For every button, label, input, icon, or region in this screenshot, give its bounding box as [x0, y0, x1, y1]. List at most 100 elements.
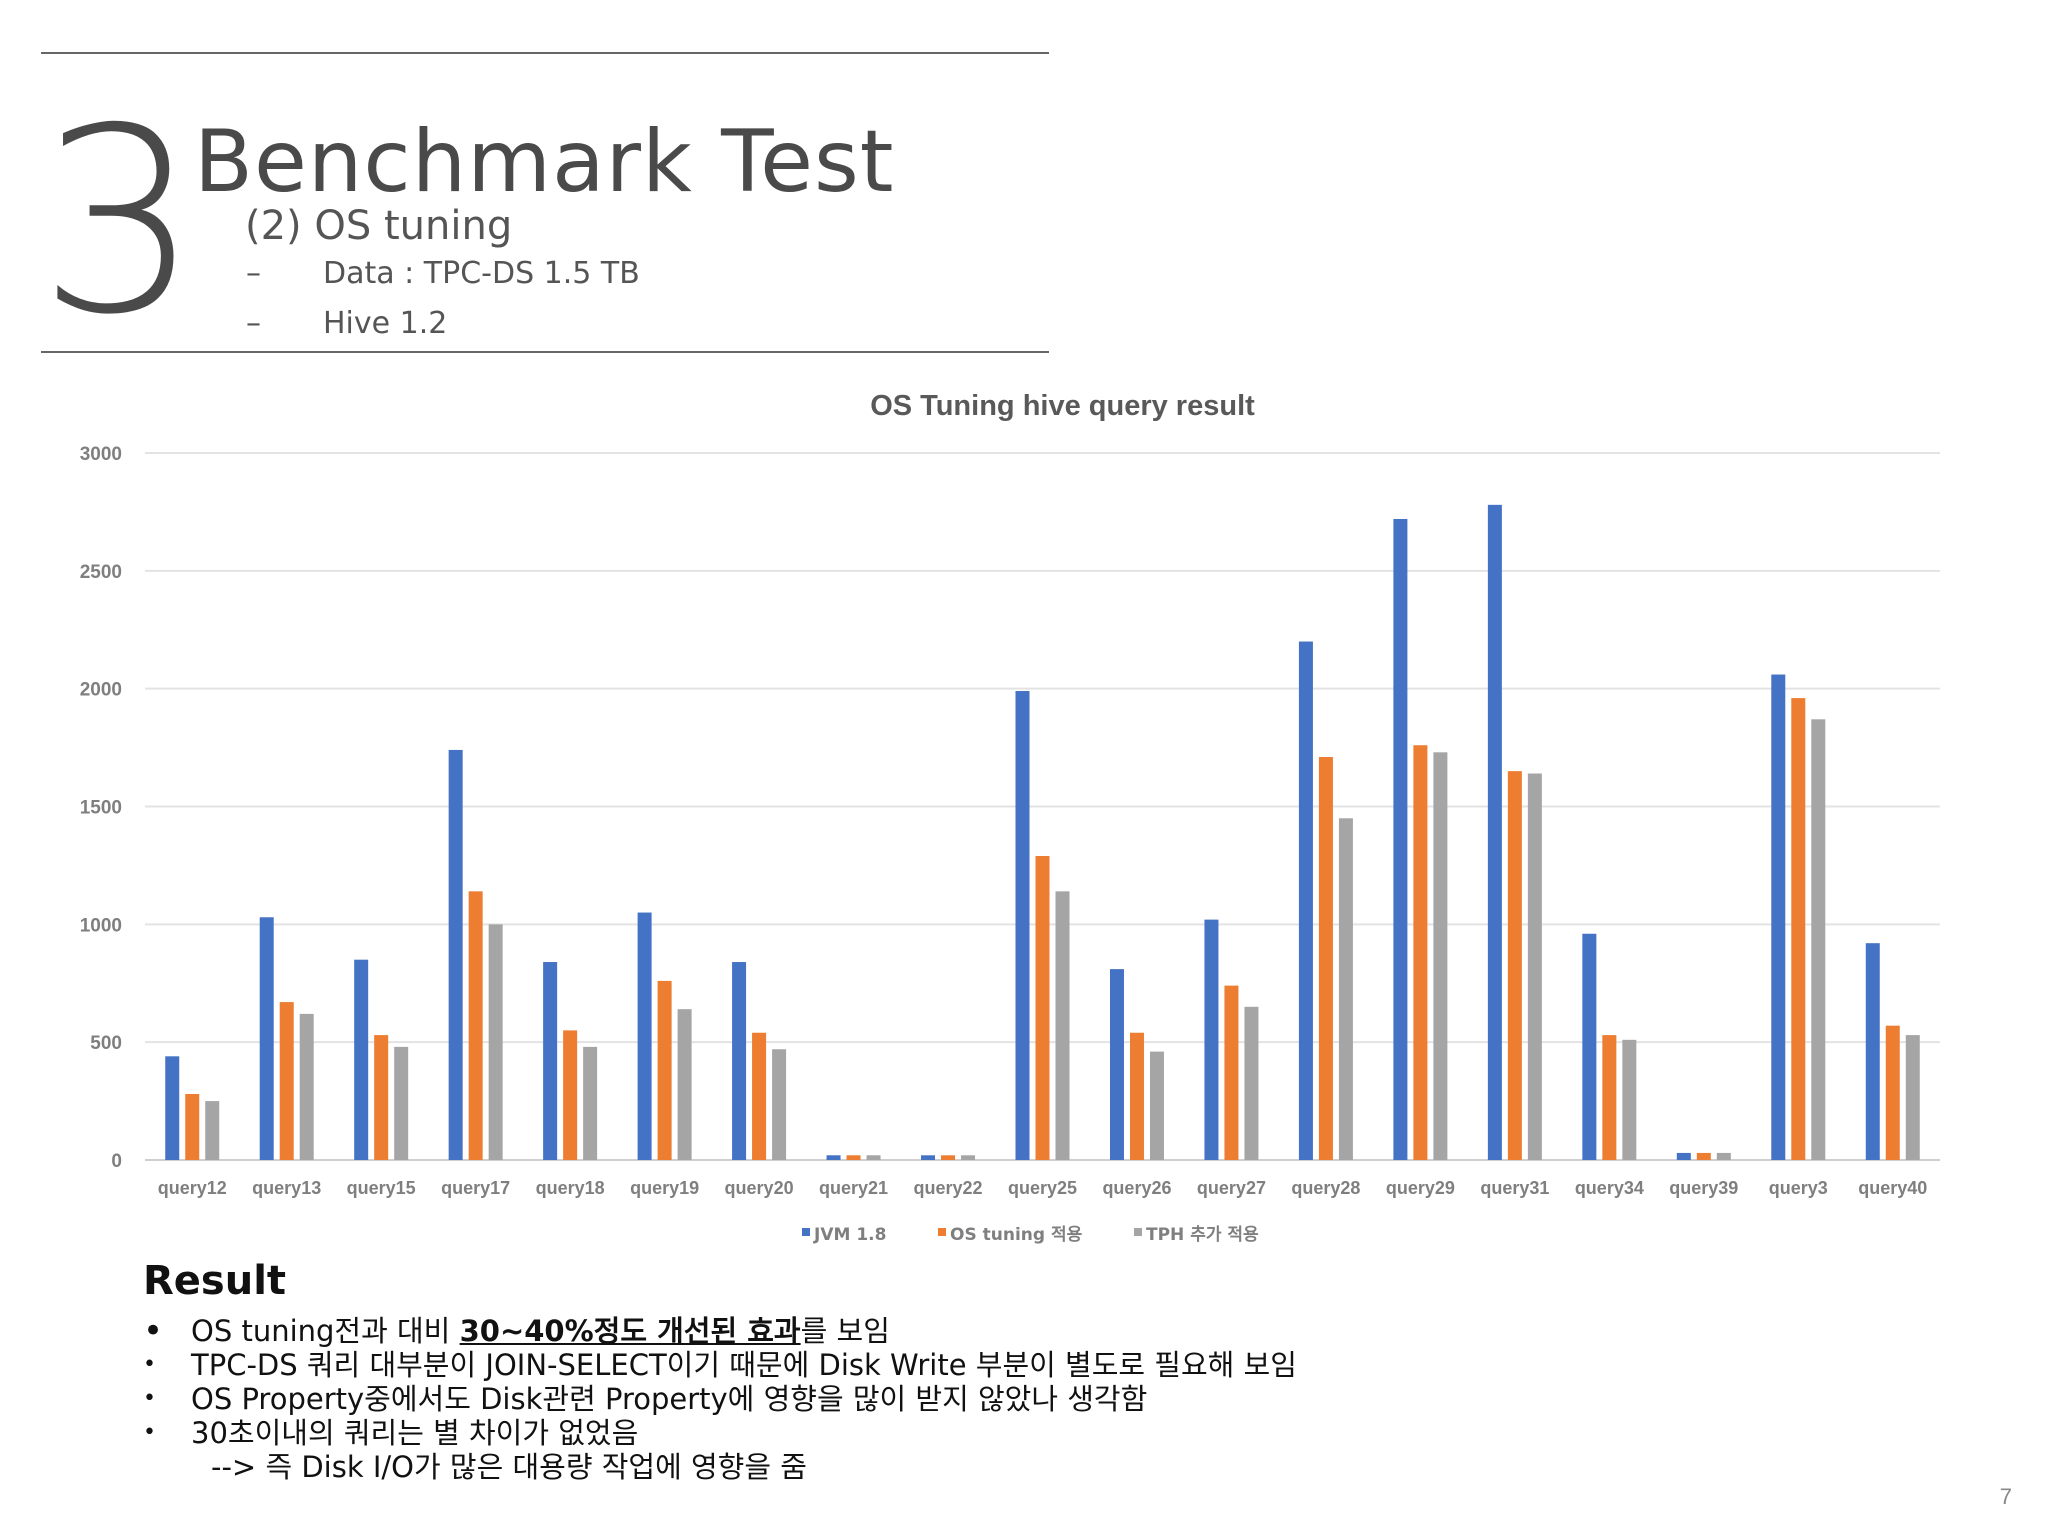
x-tick-label: query19	[630, 1178, 699, 1198]
bar	[1318, 757, 1333, 1160]
bar	[1433, 752, 1448, 1160]
legend-swatch	[1134, 1228, 1142, 1236]
bar	[1527, 773, 1542, 1160]
bar	[677, 1009, 692, 1160]
bullet-dot: •	[143, 1386, 156, 1411]
x-tick-label: query15	[347, 1178, 416, 1198]
bar	[1622, 1039, 1637, 1160]
bar	[1035, 855, 1050, 1160]
bar	[921, 1155, 936, 1160]
bar	[165, 1056, 180, 1160]
x-tick-label: query13	[252, 1178, 321, 1198]
x-tick-label: query20	[725, 1178, 794, 1198]
bullet-dot: •	[143, 1352, 156, 1377]
bullet-dot: •	[143, 1311, 164, 1351]
bar	[394, 1046, 409, 1160]
bar	[752, 1032, 767, 1160]
y-tick-label: 2500	[80, 562, 122, 583]
bar	[205, 1101, 220, 1160]
x-tick-label: query12	[158, 1178, 227, 1198]
x-tick-label: query3	[1769, 1178, 1828, 1198]
bar	[448, 749, 463, 1160]
bar	[543, 962, 558, 1160]
bullet-text-pre: OS tuning전과 대비	[191, 1314, 460, 1348]
x-tick-label: query40	[1858, 1178, 1927, 1198]
bar	[259, 917, 274, 1160]
x-tick-label: query25	[1008, 1178, 1077, 1198]
bar	[941, 1155, 956, 1160]
bullet-text: TPC-DS 쿼리 대부분이 JOIN-SELECT이기 때문에 Disk Wr…	[191, 1348, 1297, 1382]
bar	[1129, 1032, 1144, 1160]
x-tick-label: query17	[441, 1178, 510, 1198]
bar	[1696, 1152, 1711, 1160]
bar	[1487, 504, 1502, 1160]
bar	[1905, 1035, 1920, 1160]
bar	[1055, 891, 1070, 1160]
bar	[1582, 933, 1597, 1160]
legend: JVM 1.8 OS tuning 적용 TPH 추가 적용	[802, 1225, 1259, 1245]
bar	[1204, 919, 1219, 1160]
bullet-text: OS tuning전과 대비 30~40%정도 개선된 효과를 보임	[191, 1314, 890, 1348]
legend-label: OS tuning 적용	[950, 1225, 1083, 1245]
legend-label: TPH 추가 적용	[1146, 1225, 1259, 1245]
chart-title: OS Tuning hive query result	[870, 390, 1255, 422]
x-tick-label: query29	[1386, 1178, 1455, 1198]
bar	[1716, 1152, 1731, 1160]
bar	[279, 1002, 294, 1160]
bar	[637, 912, 652, 1160]
bar	[826, 1155, 841, 1160]
bar	[354, 959, 369, 1160]
bar	[1676, 1152, 1691, 1160]
bar-chart: OS Tuning hive query result 0 500 1000 1500 2…	[80, 390, 1940, 1245]
bar	[657, 980, 672, 1160]
page-title: Benchmark Test	[194, 112, 895, 212]
bar	[1393, 518, 1408, 1160]
bullet-text-post: 를 보임	[800, 1314, 890, 1348]
legend-label: JVM 1.8	[813, 1225, 886, 1245]
spec-text: Hive 1.2	[323, 306, 448, 341]
bar	[1149, 1051, 1164, 1160]
bar	[185, 1094, 200, 1160]
bar	[468, 891, 483, 1160]
bar	[563, 1030, 578, 1160]
x-tick-label: query18	[536, 1178, 605, 1198]
x-tick-label: query22	[914, 1178, 983, 1198]
legend-swatch	[938, 1228, 946, 1236]
bar	[488, 924, 503, 1160]
top-rule	[41, 52, 1049, 54]
result-bullets: • OS tuning전과 대비 30~40%정도 개선된 효과를 보임 • T…	[143, 1314, 1843, 1484]
y-tick-label: 500	[90, 1033, 122, 1054]
y-tick-label: 2000	[80, 680, 122, 701]
bullet-text-emphasis: 30~40%정도 개선된 효과	[459, 1314, 801, 1348]
bullet-text: OS Property중에서도 Disk관련 Property에 영향을 많이 …	[191, 1382, 1148, 1416]
bar	[846, 1155, 861, 1160]
bar	[866, 1155, 881, 1160]
axis-labels: OS Tuning hive query result 0 500 1000 1500 2…	[80, 390, 1928, 1198]
bar	[1298, 641, 1313, 1160]
bar	[1865, 943, 1880, 1160]
y-tick-label: 1000	[80, 915, 122, 936]
result-subline: --> 즉 Disk I/O가 많은 대용량 작업에 영향을 줌	[211, 1450, 807, 1484]
bar	[1244, 1006, 1259, 1160]
x-tick-label: query39	[1669, 1178, 1738, 1198]
y-tick-label: 1500	[80, 798, 122, 819]
bar	[1791, 698, 1806, 1160]
result-bullet: • OS Property중에서도 Disk관련 Property에 영향을 많…	[143, 1382, 1843, 1416]
page-subtitle: (2) OS tuning	[245, 203, 513, 249]
bar	[374, 1035, 389, 1160]
bars	[165, 504, 1920, 1160]
x-tick-label: query21	[819, 1178, 888, 1198]
bar	[1602, 1035, 1617, 1160]
x-tick-label: query28	[1291, 1178, 1360, 1198]
bar	[732, 962, 747, 1160]
result-bullet: • OS tuning전과 대비 30~40%정도 개선된 효과를 보임	[143, 1314, 1843, 1348]
y-tick-label: 0	[111, 1151, 122, 1172]
bar	[1771, 674, 1786, 1160]
result-title: Result	[143, 1258, 287, 1304]
bar	[1224, 985, 1239, 1160]
x-tick-label: query27	[1197, 1178, 1266, 1198]
x-tick-label: query34	[1575, 1178, 1644, 1198]
x-tick-label: query31	[1480, 1178, 1549, 1198]
spec-dash: –	[246, 256, 261, 291]
spec-dash: –	[246, 306, 261, 341]
